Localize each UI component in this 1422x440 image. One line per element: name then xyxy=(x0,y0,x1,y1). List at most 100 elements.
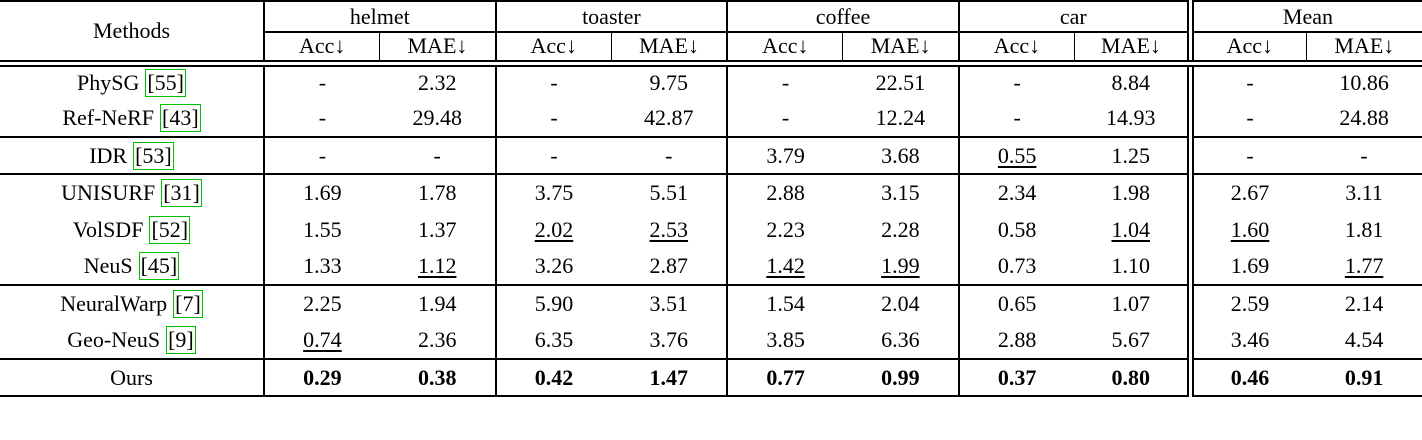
value-cell: - xyxy=(263,100,380,138)
method-name: NeuS xyxy=(83,253,133,278)
value-cell: 29.48 xyxy=(379,100,496,138)
method-name: Geo-NeuS xyxy=(67,327,161,352)
group-header-coffee: coffee xyxy=(726,1,959,33)
value-cell: 3.79 xyxy=(726,137,843,175)
value-cell: 0.80 xyxy=(1111,364,1150,390)
subheader-mae: MAE↓ xyxy=(1305,32,1422,67)
citation-link[interactable]: [9] xyxy=(166,326,196,354)
citation-link[interactable]: [45] xyxy=(138,252,180,280)
value-cell: 1.55 xyxy=(263,211,380,248)
value-cell: 2.34 xyxy=(957,174,1075,211)
value-cell: - xyxy=(957,63,1075,100)
methods-header: Methods xyxy=(0,1,264,67)
value-cell: 1.81 xyxy=(1344,216,1384,242)
citation-link[interactable]: [53] xyxy=(133,141,174,170)
table-row-geoneus: Geo-NeuS [9] 0.74 2.36 6.35 3.76 3.85 6.3… xyxy=(0,322,1422,360)
subheader-acc: Acc↓ xyxy=(263,32,380,67)
method-name: IDR xyxy=(89,142,128,168)
value-cell: 1.69 xyxy=(263,174,380,211)
value-cell: - xyxy=(263,63,380,100)
value-cell: - xyxy=(263,137,380,175)
group-header-helmet: helmet xyxy=(263,1,496,33)
subheader-mae: MAE↓ xyxy=(842,32,959,67)
value-cell: 9.75 xyxy=(649,70,689,96)
table-row-volsdf: VolSDF [52] 1.55 1.37 2.02 2.53 2.23 2.28… xyxy=(0,211,1422,248)
value-cell: 0.74 xyxy=(263,322,380,360)
value-cell: 1.99 xyxy=(842,248,959,286)
value-cell: 4.54 xyxy=(1306,322,1422,360)
value-cell: 3.51 xyxy=(649,291,689,316)
value-cell: 0.42 xyxy=(494,359,612,396)
value-cell: 1.78 xyxy=(417,180,457,205)
value-cell: 1.07 xyxy=(1111,291,1150,316)
citation-link[interactable]: [31] xyxy=(161,179,202,207)
method-cell: UNISURF [31] xyxy=(0,174,264,211)
citation-link[interactable]: [43] xyxy=(160,104,201,132)
citation-link[interactable]: [52] xyxy=(149,215,191,244)
value-cell: 2.32 xyxy=(417,70,457,96)
value-cell: 5.90 xyxy=(494,285,612,322)
value-cell: 2.59 xyxy=(1186,285,1307,322)
value-cell: 2.88 xyxy=(726,174,843,211)
value-cell: - xyxy=(611,137,728,175)
value-cell: 2.23 xyxy=(726,211,843,248)
method-name: NeuralWarp xyxy=(60,291,168,316)
value-cell: 0.46 xyxy=(1186,359,1307,396)
value-cell: 0.77 xyxy=(726,359,843,396)
results-table: Methods helmet toaster coffee car Mean A… xyxy=(0,0,1422,397)
citation-link[interactable]: [7] xyxy=(173,290,203,318)
table-row-ours: Ours 0.29 0.38 0.42 1.47 0.77 0.99 0.37 … xyxy=(0,359,1422,396)
value-cell: 1.77 xyxy=(1306,248,1422,286)
value-cell: 1.60 xyxy=(1186,211,1307,248)
method-name: Ours xyxy=(110,364,153,390)
table-row-neus: NeuS [45] 1.33 1.12 3.26 2.87 1.42 1.99 0… xyxy=(0,248,1422,286)
subheader-mae: MAE↓ xyxy=(379,32,496,67)
value-cell: 3.26 xyxy=(494,248,612,286)
table-row-idr: IDR [53] - - - - 3.79 3.68 0.55 1.25 - - xyxy=(0,137,1422,175)
method-name: Ref-NeRF xyxy=(62,105,154,130)
value-cell: 0.73 xyxy=(957,248,1075,286)
value-cell: 2.36 xyxy=(379,322,496,360)
citation-link[interactable]: [55] xyxy=(145,69,186,98)
method-cell: Geo-NeuS [9] xyxy=(0,322,264,360)
method-cell: NeuS [45] xyxy=(0,248,264,286)
table-row-physg: PhySG [55] - 2.32 - 9.75 - 22.51 - 8.84 -… xyxy=(0,63,1422,100)
value-cell: - xyxy=(1186,100,1307,138)
value-cell: 3.68 xyxy=(842,137,959,175)
value-cell: 2.25 xyxy=(263,285,380,322)
group-header-mean: Mean xyxy=(1186,1,1422,33)
header-group-row: Methods helmet toaster coffee car Mean xyxy=(0,1,1422,67)
value-cell: 1.04 xyxy=(1111,216,1150,242)
value-cell: - xyxy=(726,100,843,138)
value-cell: 0.99 xyxy=(881,364,920,390)
group-header-toaster: toaster xyxy=(494,1,728,33)
value-cell: 6.36 xyxy=(842,322,959,360)
value-cell: 0.29 xyxy=(263,359,380,396)
value-cell: 10.86 xyxy=(1339,70,1389,96)
value-cell: 3.11 xyxy=(1345,180,1383,205)
value-cell: - xyxy=(1186,63,1307,100)
method-name: UNISURF xyxy=(61,180,156,205)
value-cell: 1.98 xyxy=(1111,180,1150,205)
method-name: VolSDF xyxy=(72,216,144,242)
value-cell: 3.76 xyxy=(611,322,728,360)
value-cell: 0.55 xyxy=(957,137,1075,175)
value-cell: 1.37 xyxy=(417,216,457,242)
value-cell: 2.04 xyxy=(881,291,920,316)
value-cell: 1.12 xyxy=(379,248,496,286)
value-cell: 5.51 xyxy=(649,180,689,205)
value-cell: - xyxy=(1186,137,1307,175)
value-cell: 22.51 xyxy=(875,70,926,96)
value-cell: 1.25 xyxy=(1074,137,1191,175)
value-cell: - xyxy=(957,100,1075,138)
value-cell: - xyxy=(726,63,843,100)
value-cell: - xyxy=(494,100,612,138)
method-cell: PhySG [55] xyxy=(0,63,264,100)
value-cell: 24.88 xyxy=(1306,100,1422,138)
group-header-car: car xyxy=(957,1,1191,33)
value-cell: 1.33 xyxy=(263,248,380,286)
value-cell: 2.14 xyxy=(1344,291,1384,316)
value-cell: 0.91 xyxy=(1344,364,1384,390)
method-cell: VolSDF [52] xyxy=(0,211,264,248)
method-cell: Ref-NeRF [43] xyxy=(0,100,264,138)
